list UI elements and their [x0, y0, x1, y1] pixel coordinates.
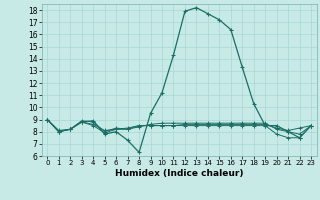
X-axis label: Humidex (Indice chaleur): Humidex (Indice chaleur): [115, 169, 244, 178]
